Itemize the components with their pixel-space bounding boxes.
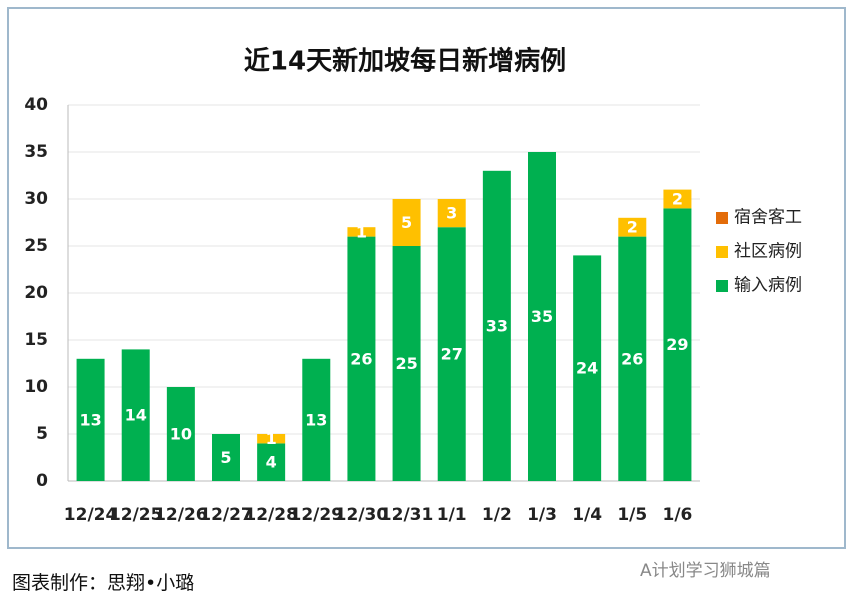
x-tick-label: 1/2	[482, 505, 512, 525]
bar-segment	[166, 387, 195, 481]
value-label: 2	[672, 190, 683, 209]
value-label: 1	[356, 222, 367, 241]
x-tick-label: 12/31	[380, 505, 434, 525]
legend-swatch	[716, 280, 728, 292]
value-label: 5	[401, 213, 412, 232]
value-label: 4	[266, 453, 277, 472]
value-label: 26	[350, 349, 372, 368]
bar-segment	[392, 199, 421, 246]
x-tick-label: 12/26	[154, 505, 208, 525]
y-tick-label: 35	[24, 142, 48, 162]
y-tick-label: 30	[24, 189, 48, 209]
value-label: 10	[170, 425, 192, 444]
bar-segment	[663, 189, 692, 209]
y-tick-label: 15	[24, 330, 48, 350]
value-label: 26	[621, 349, 643, 368]
y-tick-label: 40	[24, 95, 48, 115]
value-label: 27	[441, 345, 463, 364]
x-tick-label: 1/4	[572, 505, 602, 525]
y-tick-label: 10	[24, 377, 48, 397]
bar-segment	[618, 236, 647, 481]
value-label: 14	[125, 406, 147, 425]
bar-segment	[302, 358, 331, 481]
bar-segment	[618, 217, 647, 237]
y-tick-label: 20	[24, 283, 48, 303]
x-tick-label: 12/29	[290, 505, 344, 525]
value-label: 33	[486, 316, 508, 335]
bar-segment	[257, 443, 286, 481]
x-tick-label: 1/3	[527, 505, 557, 525]
value-label: 2	[627, 218, 638, 237]
value-label: 25	[395, 354, 417, 373]
x-tick-label: 12/28	[244, 505, 298, 525]
bar-segment	[663, 208, 692, 481]
bar-segment	[347, 236, 376, 481]
y-tick-label: 25	[24, 236, 48, 256]
legend-label: 输入病例	[734, 276, 802, 296]
x-tick-label: 12/27	[199, 505, 253, 525]
x-tick-label: 1/5	[617, 505, 647, 525]
y-tick-label: 0	[36, 471, 48, 491]
legend-label: 社区病例	[734, 242, 802, 262]
bar-segment	[257, 434, 286, 444]
bar-segment	[528, 152, 556, 481]
bar-segment	[482, 170, 511, 482]
footer: 图表制作：思翔•小璐	[12, 572, 194, 594]
x-tick-label: 12/25	[109, 505, 163, 525]
value-label: 13	[79, 410, 101, 429]
legend-label: 宿舍客工	[734, 208, 802, 228]
legend-swatch	[716, 212, 728, 224]
watermark: A计划学习狮城篇	[640, 561, 771, 581]
bar-segment	[437, 199, 466, 228]
value-label: 24	[576, 359, 598, 378]
value-label: 5	[220, 448, 231, 467]
x-tick-label: 1/1	[437, 505, 467, 525]
bar-segment	[212, 434, 240, 481]
bar-segment	[573, 255, 602, 481]
legend-swatch	[716, 246, 728, 258]
x-tick-label: 12/24	[64, 505, 118, 525]
value-label: 1	[266, 429, 277, 448]
bar-segment	[121, 349, 150, 481]
value-label: 29	[666, 335, 688, 354]
bar-segment	[76, 358, 105, 481]
x-tick-label: 1/6	[662, 505, 692, 525]
value-label: 13	[305, 410, 327, 429]
value-label: 35	[531, 307, 553, 326]
x-tick-label: 12/30	[335, 505, 389, 525]
chart-title: 近14天新加坡每日新增病例	[244, 46, 566, 77]
bar-segment	[392, 246, 421, 481]
bar-segment	[437, 227, 466, 481]
bar-segment	[347, 227, 376, 237]
value-label: 3	[446, 204, 457, 223]
y-tick-label: 5	[36, 424, 48, 444]
